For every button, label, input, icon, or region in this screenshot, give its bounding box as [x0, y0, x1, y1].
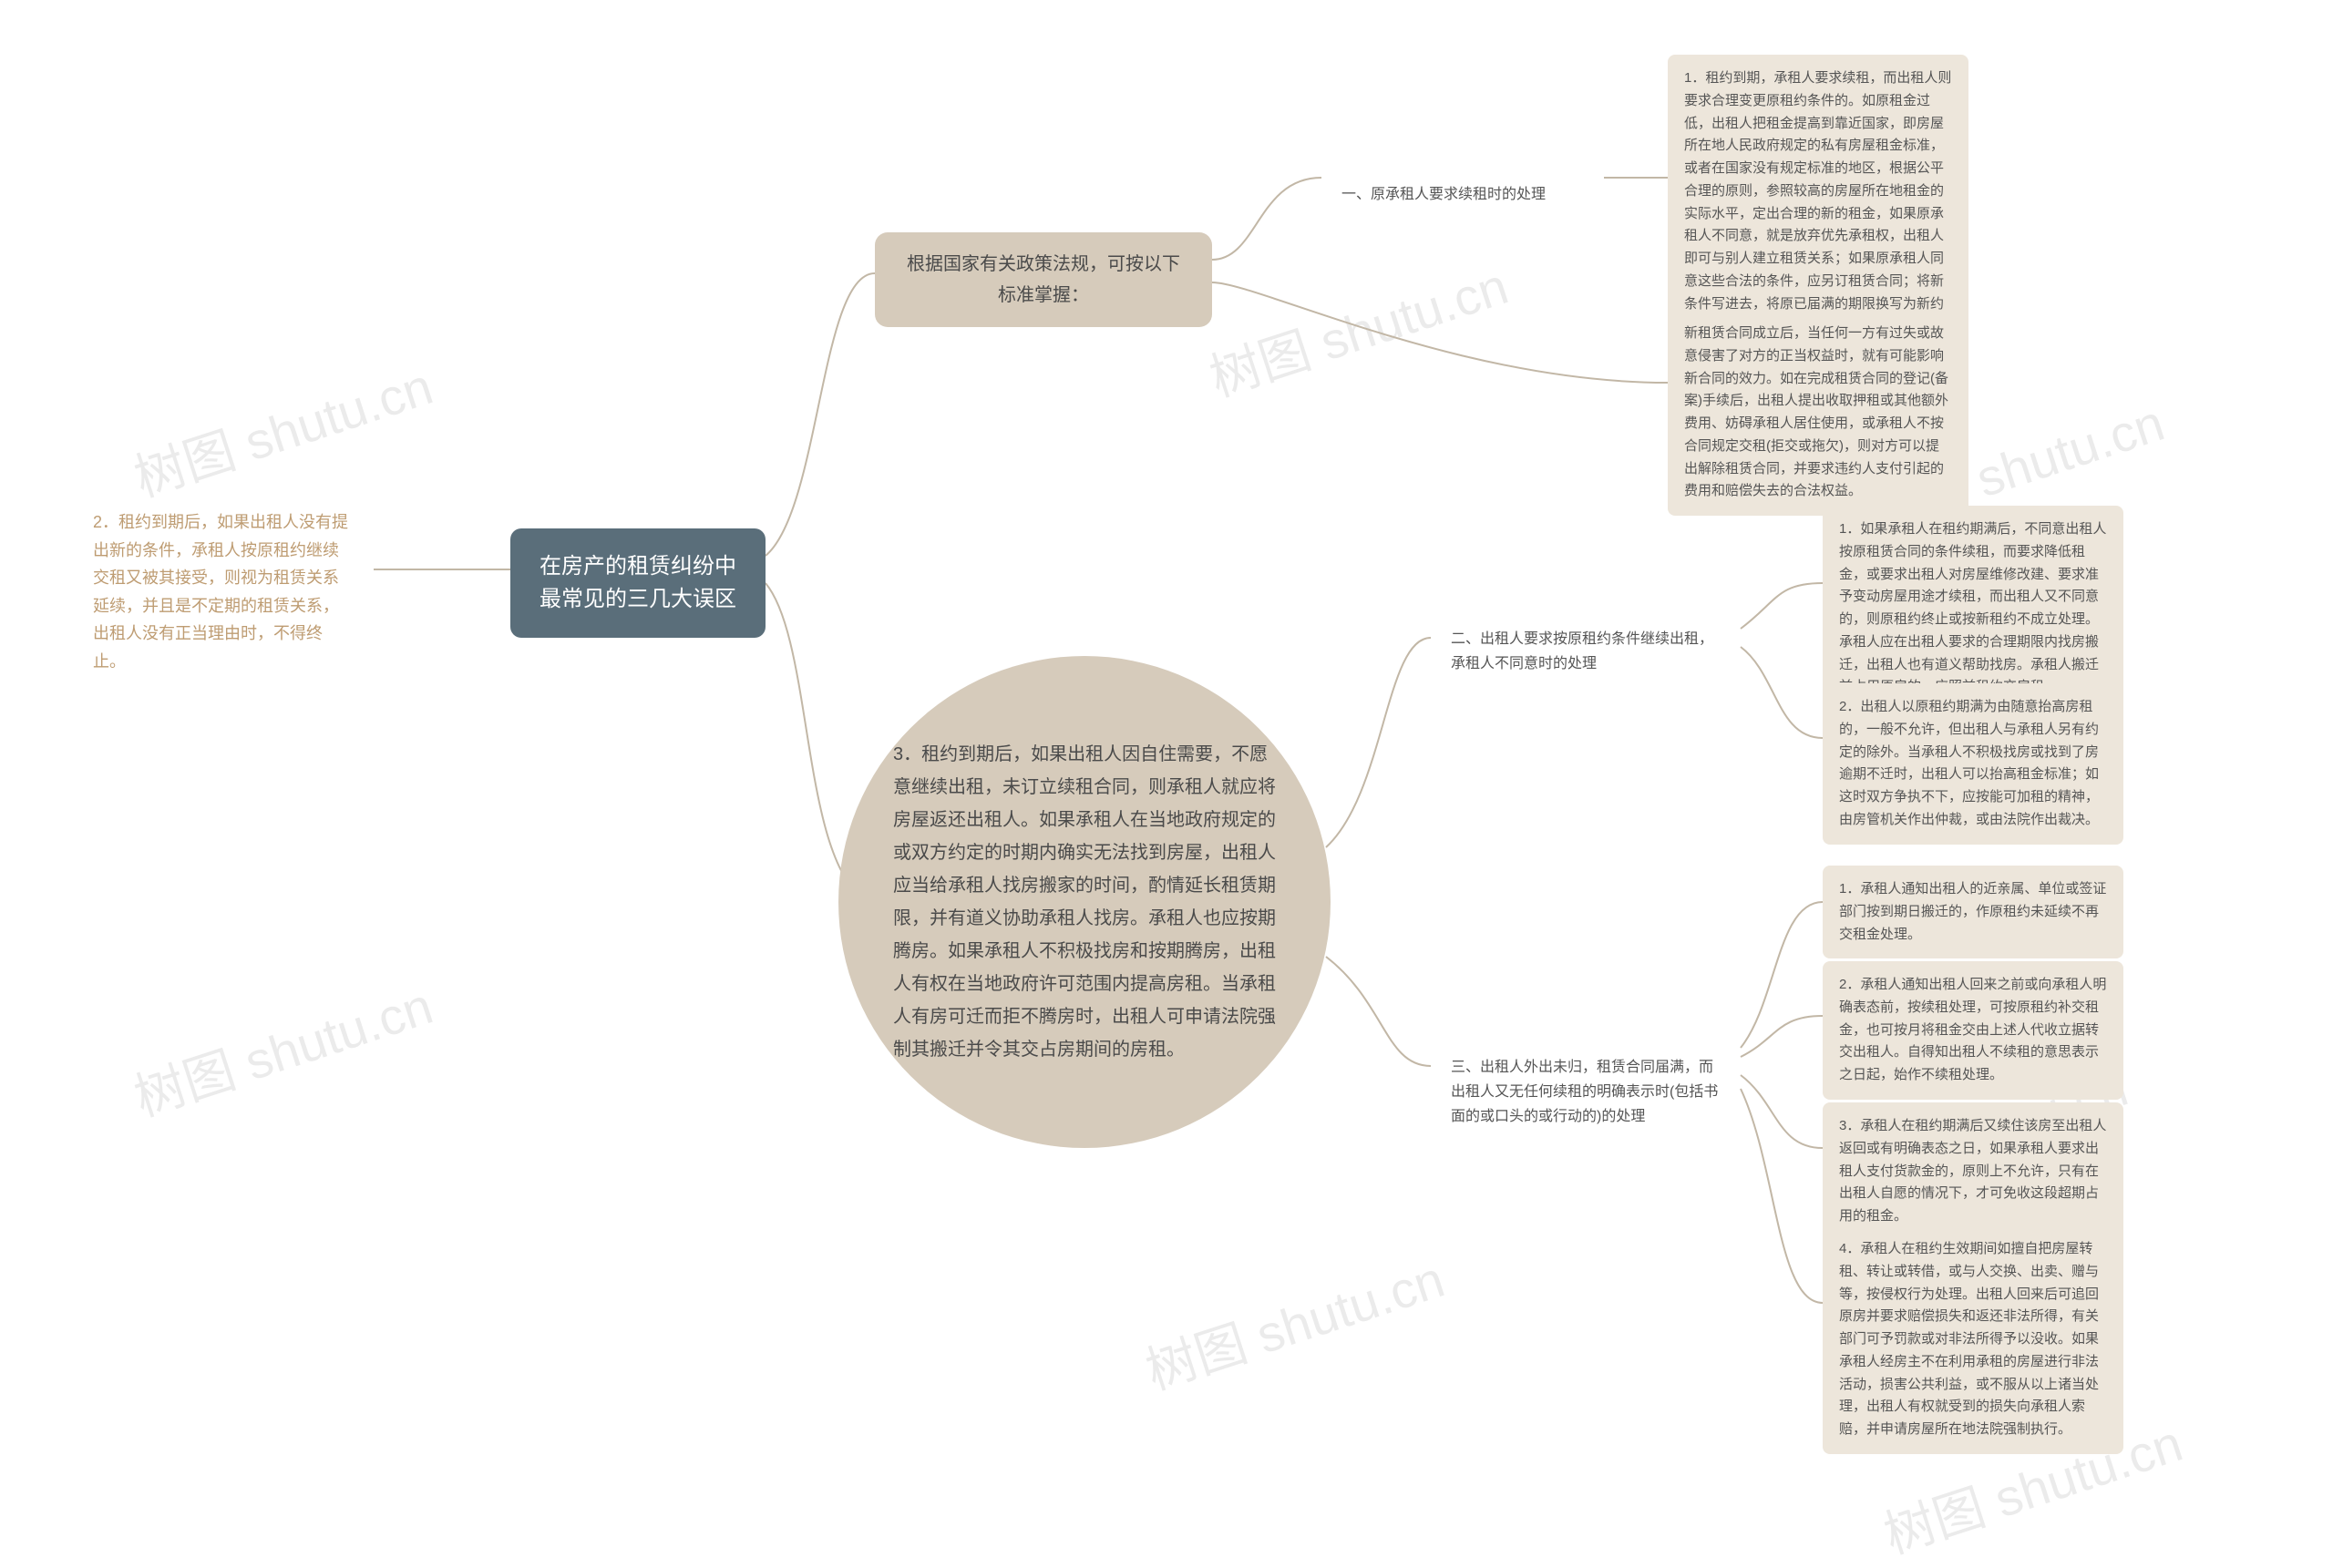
- top-standard-text: 根据国家有关政策法规，可按以下标准掌握：: [907, 254, 1180, 305]
- leaf-text: 1．承租人通知出租人的近亲属、单位或签证部门按到期日搬迁的，作原租约未延续不再交…: [1839, 881, 2106, 942]
- leaf-text: 2．承租人通知出租人回来之前或向承租人明确表态前，按续租处理，可按原租约补交租金…: [1839, 977, 2106, 1082]
- watermark: 树图 shutu.cn: [124, 966, 441, 1132]
- branch-b-leaf-2: 2．出租人以原租约期满为由随意抬高房租的，一般不允许，但出租人与承租人另有约定的…: [1823, 683, 2123, 845]
- watermark: 树图 shutu.cn: [1136, 1239, 1453, 1405]
- branch-c-leaf-3: 3．承租人在租约期满后又续住该房至出租人返回或有明确表态之日，如果承租人要求出租…: [1823, 1102, 2123, 1241]
- watermark: 树图 shutu.cn: [1199, 246, 1516, 412]
- branch-c-leaf-1: 1．承租人通知出租人的近亲属、单位或签证部门按到期日搬迁的，作原租约未延续不再交…: [1823, 866, 2123, 958]
- branch-b-leaf-1: 1．如果承租人在租约期满后，不同意出租人按原租赁合同的条件续租，而要求降低租金，…: [1823, 506, 2123, 712]
- scenario-3-node: 3．租约到期后，如果出租人因自住需要，不愿意继续出租，未订立续租合同，则承租人就…: [838, 656, 1331, 1148]
- leaf-text: 4．承租人在租约生效期间如擅自把房屋转租、转让或转借，或与人交换、出卖、赠与等，…: [1839, 1241, 2099, 1437]
- branch-c-label: 三、出租人外出未归，租赁合同届满，而出租人又无任何续租的明确表示时(包括书面的或…: [1431, 1039, 1741, 1146]
- top-standard-node: 根据国家有关政策法规，可按以下标准掌握：: [875, 232, 1212, 327]
- leaf-text: 新租赁合同成立后，当任何一方有过失或故意侵害了对方的正当权益时，就有可能影响新合…: [1684, 325, 1948, 498]
- root-node: 在房产的租赁纠纷中最常见的三几大误区: [510, 528, 766, 638]
- branch-b-label-text: 二、出租人要求按原租约条件继续出租，承租人不同意时的处理: [1451, 631, 1713, 671]
- left-branch-node: 2．租约到期后，如果出租人没有提出新的条件，承租人按原租约继续交租又被其接受，则…: [73, 492, 374, 692]
- branch-c-leaf-4: 4．承租人在租约生效期间如擅自把房屋转租、转让或转借，或与人交换、出卖、赠与等，…: [1823, 1225, 2123, 1454]
- scenario-3-text: 3．租约到期后，如果出租人因自住需要，不愿意继续出租，未订立续租合同，则承租人就…: [893, 744, 1276, 1060]
- leaf-text: 3．承租人在租约期满后又续住该房至出租人返回或有明确表态之日，如果承租人要求出租…: [1839, 1118, 2106, 1224]
- branch-a-label-text: 一、原承租人要求续租时的处理: [1341, 187, 1546, 202]
- branch-a-leaf-2: 新租赁合同成立后，当任何一方有过失或故意侵害了对方的正当权益时，就有可能影响新合…: [1668, 310, 1968, 516]
- branch-b-label: 二、出租人要求按原租约条件继续出租，承租人不同意时的处理: [1431, 610, 1741, 692]
- branch-c-leaf-2: 2．承租人通知出租人回来之前或向承租人明确表态前，按续租处理，可按原租约补交租金…: [1823, 961, 2123, 1100]
- root-text: 在房产的租赁纠纷中最常见的三几大误区: [540, 554, 736, 611]
- leaf-text: 2．出租人以原租约期满为由随意抬高房租的，一般不允许，但出租人与承租人另有约定的…: [1839, 699, 2099, 827]
- branch-c-label-text: 三、出租人外出未归，租赁合同届满，而出租人又无任何续租的明确表示时(包括书面的或…: [1451, 1060, 1718, 1124]
- watermark: 树图 shutu.cn: [124, 346, 441, 512]
- leaf-text: 1．如果承租人在租约期满后，不同意出租人按原租赁合同的条件续租，而要求降低租金，…: [1839, 521, 2106, 694]
- branch-a-label: 一、原承租人要求续租时的处理: [1321, 166, 1604, 223]
- left-branch-text: 2．租约到期后，如果出租人没有提出新的条件，承租人按原租约继续交租又被其接受，则…: [93, 513, 348, 671]
